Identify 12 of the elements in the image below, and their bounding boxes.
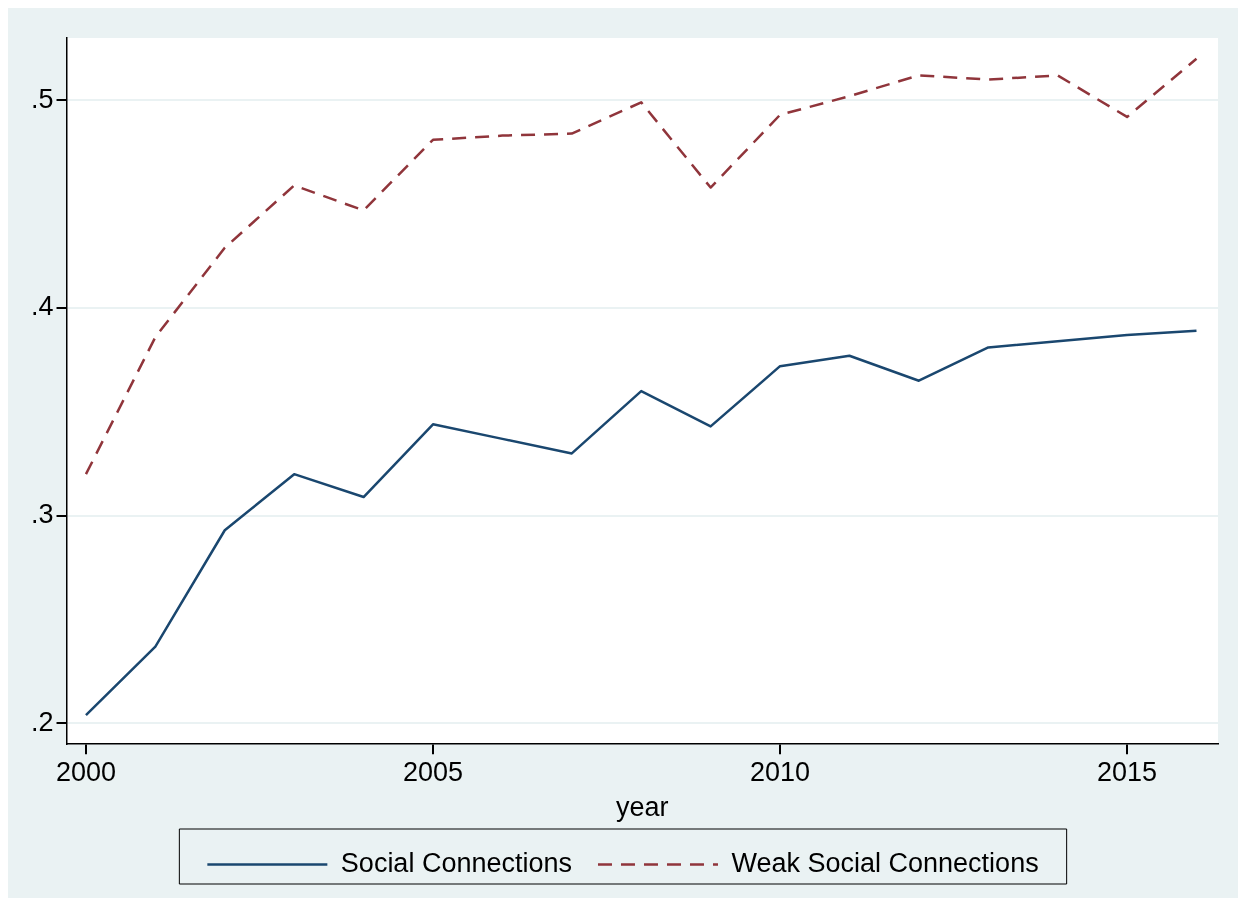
y-tick-label: .5: [30, 83, 54, 114]
x-tick-label: 2015: [1097, 756, 1158, 787]
x-tick-label: 2005: [402, 756, 464, 787]
x-axis-title: year: [615, 792, 669, 823]
x-tick-label: 2010: [750, 756, 811, 787]
line-series: [84, 57, 1198, 476]
y-tick-label: .2: [30, 706, 54, 737]
legend-label: Social Connections: [340, 847, 572, 878]
y-tick-label: .4: [30, 291, 54, 322]
x-tick-label: 2000: [55, 756, 116, 787]
y-tick-label: .3: [30, 499, 54, 530]
legend-label: Weak Social Connections: [731, 847, 1039, 878]
